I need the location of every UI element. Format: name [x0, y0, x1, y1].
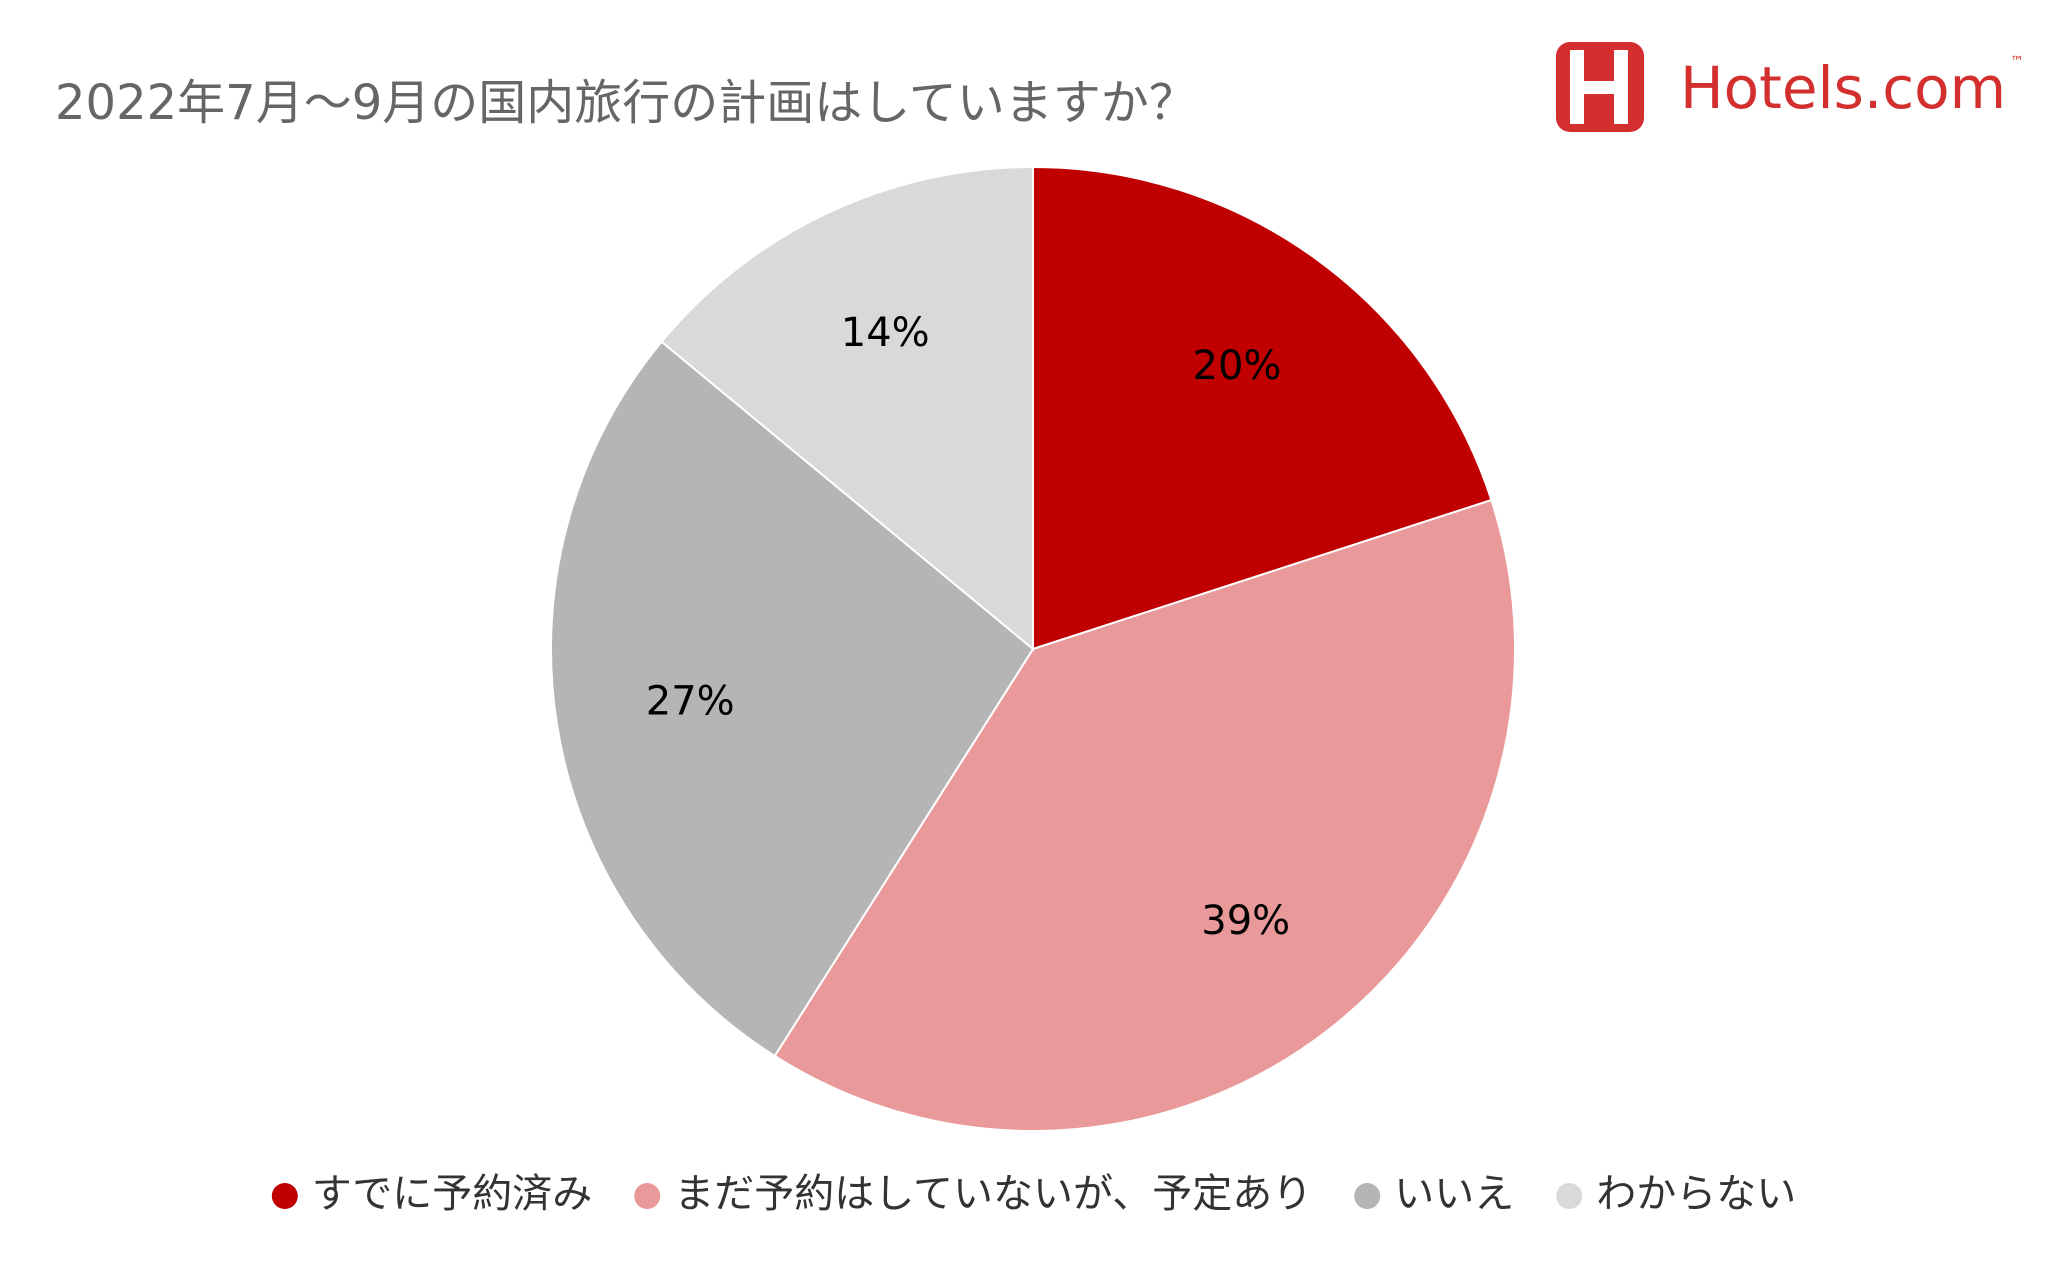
data-label: 20%: [1193, 343, 1282, 389]
chart-title: 2022年7月～9月の国内旅行の計画はしていますか？: [55, 75, 1197, 131]
pie-slice: [1032, 165, 1493, 651]
data-label: 39%: [1201, 898, 1290, 944]
legend-label: すでに予約済み: [312, 1171, 592, 1217]
legend-marker: [1354, 1183, 1381, 1209]
brand-logo: Hotels.com ™: [1556, 42, 2024, 132]
legend-label: わからない: [1596, 1171, 1796, 1217]
legend-marker: [1556, 1183, 1583, 1209]
pie-slice: [660, 165, 1034, 652]
logo-icon-stroke: [1570, 50, 1584, 124]
data-label: 27%: [646, 678, 735, 724]
legend-label: まだ予約はしていないが、予定あり: [674, 1171, 1312, 1217]
legend-label: いいえ: [1394, 1171, 1514, 1217]
pie-slice: [773, 498, 1516, 1133]
logo-icon-stroke: [1584, 81, 1614, 94]
legend-marker: [634, 1183, 661, 1209]
logo-icon-stroke: [1614, 50, 1628, 124]
legend-marker: [271, 1183, 298, 1209]
pie-slice: [550, 340, 1035, 1058]
brand-name: Hotels.com: [1680, 54, 2006, 122]
brand-mark: ™: [2010, 54, 2024, 70]
data-label: 14%: [841, 310, 930, 356]
